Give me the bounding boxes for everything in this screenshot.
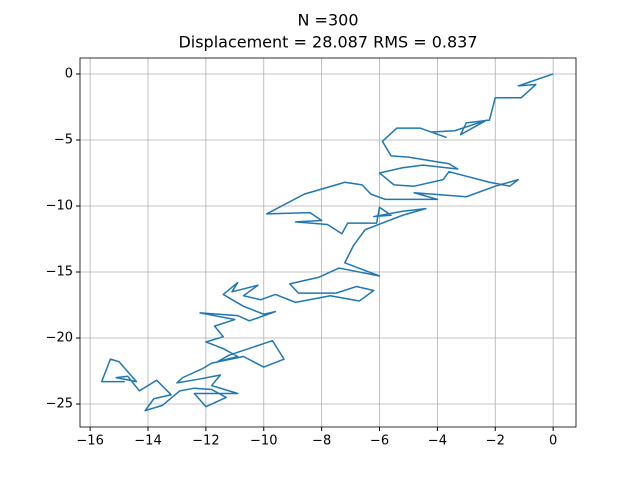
y-tick-label: −20 — [46, 331, 73, 346]
x-tick-label: −12 — [192, 434, 219, 449]
y-tick-label: −25 — [46, 397, 73, 412]
x-tick-label: 0 — [549, 434, 557, 449]
chart-subtitle: Displacement = 28.087 RMS = 0.837 — [178, 33, 477, 52]
x-tick-label: −2 — [486, 434, 505, 449]
y-tick-label: −10 — [46, 198, 73, 213]
plot-frame — [79, 57, 577, 428]
x-tick-label: −10 — [250, 434, 277, 449]
y-tick-label: −15 — [46, 265, 73, 280]
x-tick-label: −16 — [76, 434, 103, 449]
y-tick-label: −5 — [54, 132, 73, 147]
x-tick-label: −14 — [134, 434, 161, 449]
x-tick-label: −6 — [370, 434, 389, 449]
walk-line — [100, 73, 554, 412]
x-tick-label: −4 — [428, 434, 447, 449]
x-tick-label: −8 — [312, 434, 331, 449]
y-tick-label: 0 — [65, 66, 73, 81]
chart-title: N =300 — [298, 11, 359, 30]
